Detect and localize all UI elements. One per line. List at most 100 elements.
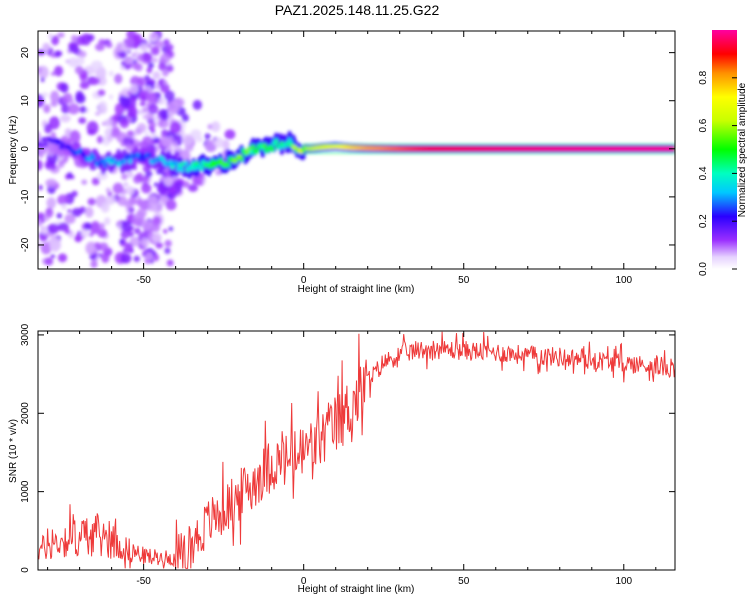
noise-blob <box>83 222 92 230</box>
noise-blob <box>112 182 124 195</box>
noise-blob <box>126 110 135 118</box>
ridge-core <box>176 166 181 172</box>
noise-blob <box>151 251 157 256</box>
noise-blob <box>43 104 51 114</box>
noise-blob <box>67 103 80 115</box>
spectrogram-frame <box>37 30 676 270</box>
noise-blob <box>57 160 65 168</box>
ridge-core <box>191 161 196 167</box>
spectrogram-xtick-label: -50 <box>136 275 151 286</box>
noise-blob <box>205 139 217 153</box>
noise-blob <box>136 172 144 180</box>
noise-blob <box>158 108 169 119</box>
spectrogram-xtick-label: 100 <box>615 275 632 286</box>
ridge-core <box>254 148 260 154</box>
noise-blob <box>100 202 110 213</box>
ridge-core <box>208 163 214 169</box>
noise-blob <box>150 31 158 39</box>
noise-blob <box>120 230 130 239</box>
noise-blob <box>108 70 114 77</box>
noise-blob <box>137 123 147 133</box>
colorbar-tick-label: 0.0 <box>698 262 709 276</box>
noise-blob <box>139 101 146 107</box>
ridge-core <box>287 138 292 144</box>
noise-blob <box>137 207 147 218</box>
noise-blob <box>107 135 114 142</box>
ridge-core <box>103 162 108 168</box>
noise-blob <box>66 172 73 179</box>
noise-blob <box>64 213 76 224</box>
noise-blob <box>149 259 155 264</box>
noise-blob <box>38 184 43 191</box>
noise-blob <box>119 238 125 244</box>
noise-blob <box>166 259 174 267</box>
noise-blob <box>97 105 108 115</box>
spectrogram-heatmap <box>38 31 675 269</box>
noise-blob <box>105 187 111 193</box>
noise-blob <box>64 228 71 235</box>
noise-blob <box>129 84 139 95</box>
noise-blob <box>156 183 168 195</box>
noise-blob <box>47 223 60 234</box>
noise-blob <box>61 104 70 114</box>
noise-blob <box>174 150 180 157</box>
ridge-core <box>174 161 179 167</box>
noise-blob <box>95 66 107 80</box>
noise-blob <box>159 53 171 64</box>
noise-blob <box>68 57 79 68</box>
noise-blob <box>164 239 172 248</box>
noise-blob <box>133 33 139 39</box>
noise-blob <box>147 103 159 115</box>
noise-blob <box>151 57 158 63</box>
noise-blob <box>85 241 97 255</box>
noise-blob <box>108 94 114 100</box>
noise-blob <box>39 227 49 234</box>
noise-blob <box>190 129 202 140</box>
colorbar-tick-label: 0.6 <box>698 118 709 132</box>
noise-blob <box>154 85 161 90</box>
snr-xtick-label: 100 <box>615 576 632 587</box>
noise-blob <box>81 179 88 185</box>
snr-xtick-label: 0 <box>301 576 307 587</box>
spectrogram-ytick-label: -20 <box>20 237 31 252</box>
ridge-band <box>303 143 675 154</box>
noise-blob <box>131 96 137 102</box>
noise-blob <box>153 137 159 143</box>
noise-blob <box>44 257 54 266</box>
noise-blob <box>98 253 103 258</box>
snr-ytick-label: 3000 <box>20 323 31 346</box>
noise-blob <box>142 52 153 63</box>
noise-blob <box>141 219 153 231</box>
noise-blob <box>46 197 57 209</box>
noise-blob <box>45 207 54 218</box>
snr-ytick-label: 2000 <box>20 402 31 425</box>
noise-blob <box>40 77 45 83</box>
noise-blob <box>145 252 153 261</box>
noise-blob <box>114 73 123 84</box>
noise-blob <box>97 89 106 97</box>
snr-xtick-label: 50 <box>458 576 470 587</box>
noise-blob <box>145 170 153 178</box>
noise-blob <box>155 242 163 249</box>
noise-blob <box>99 222 105 230</box>
noise-blob <box>121 257 127 263</box>
colorbar: 0.0 0.2 0.4 0.6 0.8 Normalized spectral ampl… <box>698 30 748 276</box>
noise-blob <box>163 177 173 187</box>
noise-blob <box>105 195 116 205</box>
spectrogram-ytick-label: 20 <box>20 47 31 59</box>
noise-blob <box>120 220 132 232</box>
noise-blob <box>69 43 79 54</box>
noise-blob <box>47 32 53 39</box>
ridge-core <box>239 156 244 162</box>
noise-blob <box>69 130 81 144</box>
ridge-core <box>177 162 183 168</box>
noise-blob <box>161 137 172 148</box>
ridge-core <box>43 141 48 147</box>
noise-blob <box>74 65 84 75</box>
noise-blob <box>168 226 174 232</box>
noise-blob <box>50 71 56 76</box>
noise-blob <box>45 178 57 188</box>
noise-blob <box>134 227 141 235</box>
noise-blob <box>61 203 67 210</box>
